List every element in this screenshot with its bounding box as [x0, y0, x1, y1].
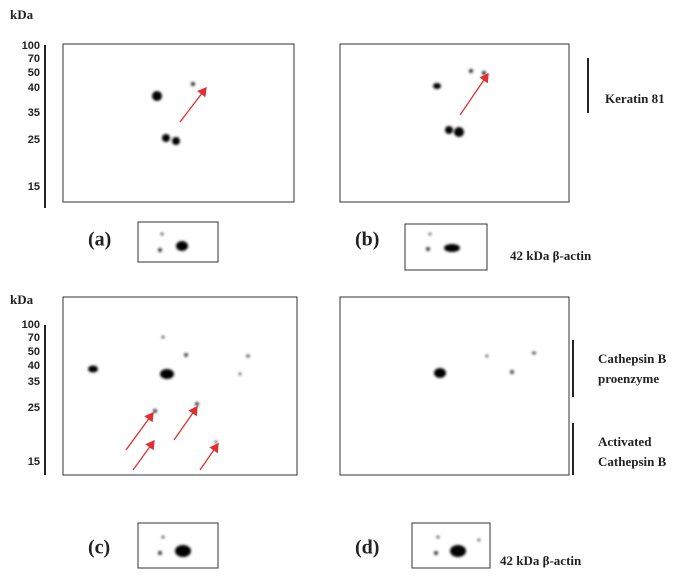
- marker-label: 40: [28, 82, 40, 94]
- gel: [63, 44, 294, 202]
- annotation: proenzyme: [598, 371, 659, 386]
- actin-blot: [138, 222, 218, 262]
- axis-label: kDa: [10, 292, 34, 307]
- marker-label: 70: [28, 332, 40, 344]
- marker-label: 35: [28, 376, 40, 388]
- gel: [63, 297, 297, 475]
- panel-label: (c): [88, 537, 110, 559]
- marker-label: 70: [28, 53, 40, 65]
- panel-label: (a): [88, 229, 111, 251]
- marker-label: 50: [28, 67, 40, 79]
- panel-label: (b): [355, 229, 379, 251]
- actin-blot: [138, 523, 218, 568]
- gel: [340, 297, 569, 475]
- marker-label: 100: [22, 319, 40, 331]
- actin-blot: [412, 523, 490, 568]
- actin-label: 42 kDa β-actin: [510, 248, 592, 263]
- gel: [340, 44, 569, 202]
- annotation: Activated: [598, 434, 652, 449]
- panel-label: (d): [355, 537, 379, 559]
- marker-label: 15: [28, 456, 40, 468]
- actin-label: 42 kDa β-actin: [500, 553, 582, 568]
- figure: kDa 100705040352515 Keratin 81 (a) (b) 4…: [0, 0, 695, 581]
- annotation: Cathepsin B: [598, 454, 667, 469]
- marker-label: 15: [28, 181, 40, 193]
- marker-label: 100: [22, 40, 40, 52]
- axis-label: kDa: [10, 7, 34, 22]
- marker-label: 40: [28, 360, 40, 372]
- annotation: Cathepsin B: [598, 351, 667, 366]
- marker-label: 35: [28, 107, 40, 119]
- marker-label: 25: [28, 402, 40, 414]
- annotation: Keratin 81: [605, 91, 665, 106]
- marker-label: 50: [28, 346, 40, 358]
- marker-label: 25: [28, 134, 40, 146]
